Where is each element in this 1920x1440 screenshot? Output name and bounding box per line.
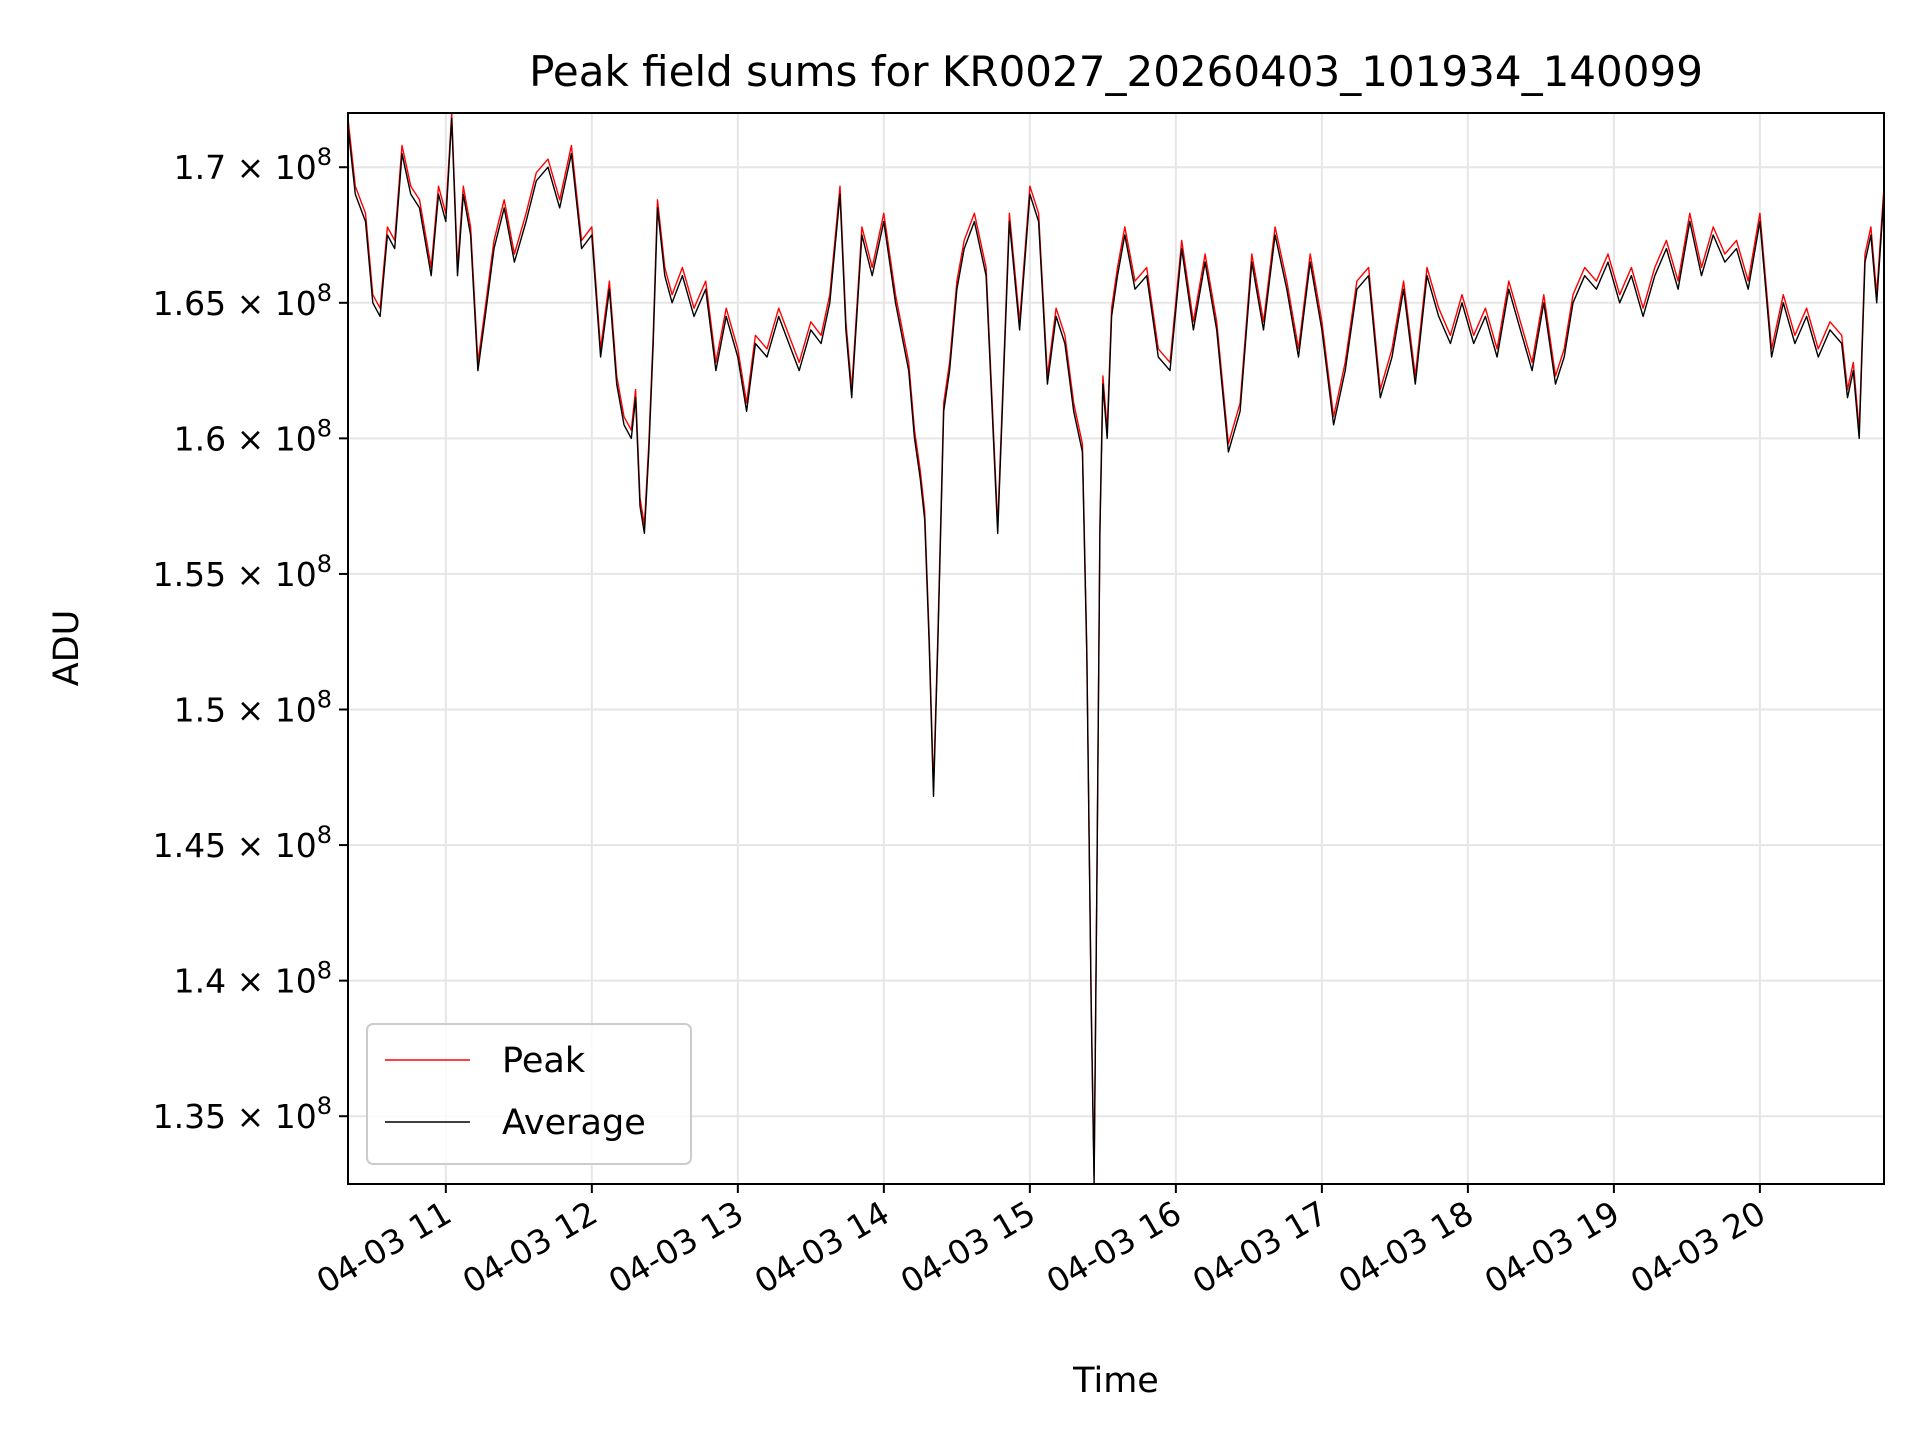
series-line-average	[347, 117, 1885, 1185]
series-lines	[347, 112, 1885, 1185]
chart-title: Peak field sums for KR0027_20260403_1019…	[529, 47, 1703, 96]
y-tick-label: 1.65 × 108	[153, 279, 332, 323]
plot-frame	[347, 112, 1885, 1185]
y-tick-label: 1.4 × 108	[174, 957, 332, 1001]
legend-peak-label: Peak	[502, 1041, 586, 1081]
legend-average-label: Average	[502, 1103, 646, 1143]
y-tick-label: 1.7 × 108	[174, 143, 332, 187]
grid-lines	[348, 113, 1884, 1184]
y-tick-label: 1.35 × 108	[153, 1092, 332, 1136]
series-line-peak	[347, 112, 1885, 1177]
x-axis-label: Time	[1072, 1361, 1159, 1401]
y-tick-label: 1.45 × 108	[153, 821, 332, 865]
legend-box	[366, 1023, 692, 1165]
y-tick-label: 1.55 × 108	[153, 550, 332, 594]
y-axis-label: ADU	[47, 610, 87, 687]
y-axis: 1.35 × 108 1.4 × 108 1.45 × 108 1.5 × 108 1.…	[153, 143, 348, 1136]
y-tick-label: 1.6 × 108	[174, 414, 332, 458]
y-tick-label: 1.5 × 108	[174, 686, 332, 730]
legend: Peak Average	[366, 1023, 692, 1165]
